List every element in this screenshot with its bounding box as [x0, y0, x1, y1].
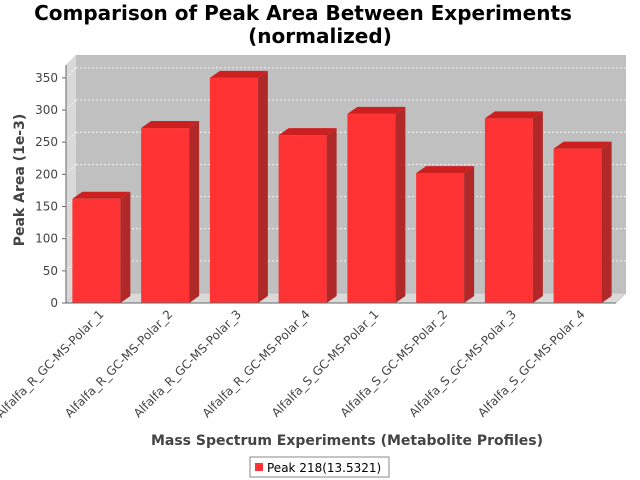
y-tick-label: 100: [35, 232, 58, 246]
y-tick-label: 50: [43, 264, 58, 278]
bar: [209, 77, 258, 303]
bar-side: [464, 166, 475, 303]
bar-side: [120, 191, 131, 303]
bar-group: [416, 166, 475, 303]
x-axis-label: Mass Spectrum Experiments (Metabolite Pr…: [151, 433, 543, 449]
bar-top: [347, 106, 406, 114]
bar-side: [326, 128, 337, 303]
y-axis-label: Peak Area (1e-3): [12, 114, 28, 247]
y-tick-label: 250: [35, 135, 58, 149]
bar: [347, 113, 396, 303]
bar-side: [601, 141, 612, 303]
y-axis: 0 50 100 150 200 250 300 350: [35, 65, 67, 310]
bar-top: [141, 121, 200, 129]
bar-top: [209, 70, 268, 78]
bar-top: [416, 166, 475, 174]
bar-top: [72, 191, 131, 199]
y-tick-label: 350: [35, 71, 58, 85]
chart-title: Comparison of Peak Area Between Experime…: [34, 1, 572, 25]
bar-group: [553, 141, 612, 303]
bar: [484, 118, 533, 303]
x-tick-label: Alfalfa_R_GC-MS-Polar_1: [0, 307, 106, 420]
bar: [278, 135, 327, 303]
legend: Peak 218(13.5321): [249, 456, 390, 478]
bar-group: [209, 70, 268, 303]
bar-side: [189, 121, 200, 303]
bar-top: [553, 141, 612, 149]
bar-top: [484, 111, 543, 119]
y-tick-label: 300: [35, 103, 58, 117]
bar: [416, 173, 465, 303]
y-tick-label: 150: [35, 200, 58, 214]
x-axis: Alfalfa_R_GC-MS-Polar_1Alfalfa_R_GC-MS-P…: [0, 302, 616, 420]
y-tick-label: 200: [35, 167, 58, 181]
bar-top: [278, 128, 337, 136]
bar-group: [72, 191, 131, 303]
bar: [141, 128, 190, 303]
legend-label: Peak 218(13.5321): [267, 461, 381, 475]
bar-group: [278, 128, 337, 303]
legend-box: [249, 456, 390, 478]
bar-side: [395, 106, 406, 303]
bar-side: [532, 111, 543, 303]
chart-subtitle: (normalized): [248, 24, 392, 48]
legend-swatch: [255, 463, 263, 471]
bar-group: [484, 111, 543, 303]
bar-group: [141, 121, 200, 303]
bar: [553, 148, 602, 303]
bar: [72, 198, 121, 303]
bars: [72, 70, 612, 303]
bar-group: [347, 106, 406, 303]
bar-side: [257, 70, 268, 303]
y-tick-label: 0: [50, 296, 58, 310]
